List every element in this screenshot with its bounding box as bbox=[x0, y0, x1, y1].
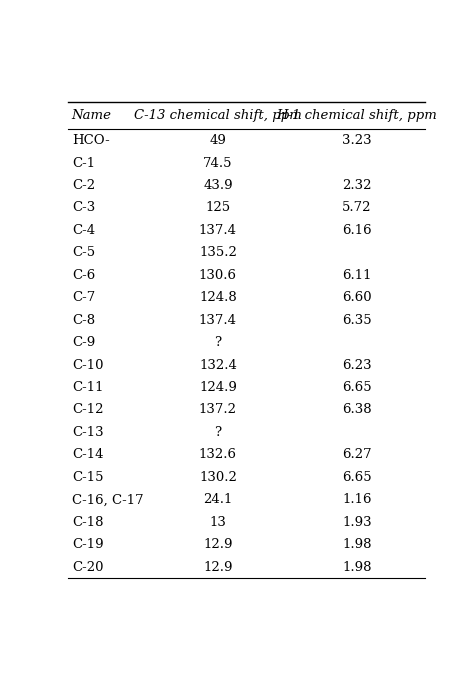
Text: 5.72: 5.72 bbox=[341, 201, 371, 214]
Text: 6.65: 6.65 bbox=[341, 471, 371, 484]
Text: HCO-: HCO- bbox=[72, 134, 109, 147]
Text: 137.4: 137.4 bbox=[198, 224, 236, 237]
Text: 1.93: 1.93 bbox=[341, 516, 371, 529]
Text: C-14: C-14 bbox=[72, 448, 103, 462]
Text: 1.16: 1.16 bbox=[341, 494, 371, 506]
Text: C-9: C-9 bbox=[72, 336, 95, 349]
Text: 6.60: 6.60 bbox=[341, 292, 371, 304]
Text: 6.35: 6.35 bbox=[341, 314, 371, 327]
Text: 49: 49 bbox=[209, 134, 226, 147]
Text: C-11: C-11 bbox=[72, 381, 103, 394]
Text: 132.6: 132.6 bbox=[198, 448, 236, 462]
Text: 6.38: 6.38 bbox=[341, 403, 371, 416]
Text: 130.6: 130.6 bbox=[198, 268, 236, 282]
Text: 6.11: 6.11 bbox=[341, 268, 371, 282]
Text: 6.16: 6.16 bbox=[341, 224, 371, 237]
Text: 135.2: 135.2 bbox=[199, 246, 236, 260]
Text: 6.27: 6.27 bbox=[341, 448, 371, 462]
Text: C-7: C-7 bbox=[72, 292, 95, 304]
Text: C-15: C-15 bbox=[72, 471, 103, 484]
Text: 130.2: 130.2 bbox=[199, 471, 236, 484]
Text: 1.98: 1.98 bbox=[341, 538, 371, 551]
Text: C-20: C-20 bbox=[72, 561, 103, 574]
Text: 137.2: 137.2 bbox=[198, 403, 236, 416]
Text: C-6: C-6 bbox=[72, 268, 95, 282]
Text: C-18: C-18 bbox=[72, 516, 103, 529]
Text: C-4: C-4 bbox=[72, 224, 95, 237]
Text: C-16, C-17: C-16, C-17 bbox=[72, 494, 143, 506]
Text: 24.1: 24.1 bbox=[203, 494, 232, 506]
Text: 12.9: 12.9 bbox=[203, 561, 232, 574]
Text: ?: ? bbox=[214, 426, 221, 439]
Text: ?: ? bbox=[214, 336, 221, 349]
Text: 124.8: 124.8 bbox=[199, 292, 236, 304]
Text: H-1 chemical shift, ppm: H-1 chemical shift, ppm bbox=[276, 109, 437, 122]
Text: C-19: C-19 bbox=[72, 538, 103, 551]
Text: C-1: C-1 bbox=[72, 157, 95, 170]
Text: 6.23: 6.23 bbox=[341, 359, 371, 372]
Text: Name: Name bbox=[72, 109, 112, 122]
Text: 12.9: 12.9 bbox=[203, 538, 232, 551]
Text: 43.9: 43.9 bbox=[203, 179, 232, 192]
Text: 74.5: 74.5 bbox=[203, 157, 232, 170]
Text: C-12: C-12 bbox=[72, 403, 103, 416]
Text: 1.98: 1.98 bbox=[341, 561, 371, 574]
Text: C-5: C-5 bbox=[72, 246, 95, 260]
Text: 6.65: 6.65 bbox=[341, 381, 371, 394]
Text: 137.4: 137.4 bbox=[198, 314, 236, 327]
Text: 125: 125 bbox=[205, 201, 230, 214]
Text: 132.4: 132.4 bbox=[199, 359, 236, 372]
Text: 124.9: 124.9 bbox=[199, 381, 236, 394]
Text: C-8: C-8 bbox=[72, 314, 95, 327]
Text: C-3: C-3 bbox=[72, 201, 95, 214]
Text: 2.32: 2.32 bbox=[341, 179, 371, 192]
Text: C-13 chemical shift, ppm: C-13 chemical shift, ppm bbox=[134, 109, 301, 122]
Text: 3.23: 3.23 bbox=[341, 134, 371, 147]
Text: C-2: C-2 bbox=[72, 179, 95, 192]
Text: C-13: C-13 bbox=[72, 426, 103, 439]
Text: C-10: C-10 bbox=[72, 359, 103, 372]
Text: 13: 13 bbox=[209, 516, 226, 529]
